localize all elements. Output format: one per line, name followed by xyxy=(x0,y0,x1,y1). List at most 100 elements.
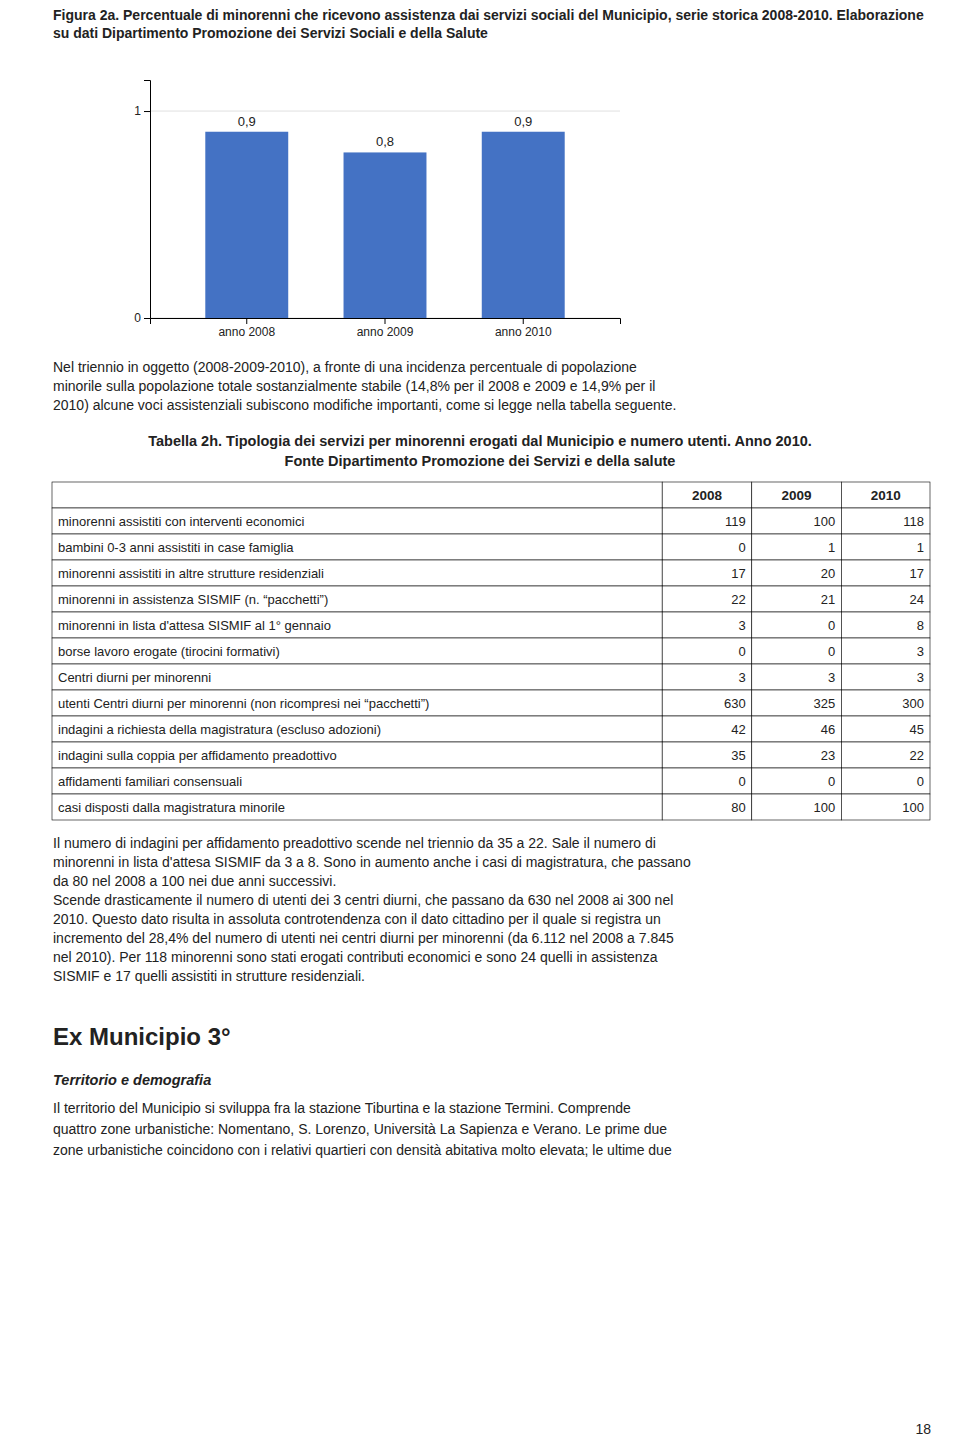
table-text: 325 xyxy=(814,696,836,711)
section-title: Ex Municipio 3° xyxy=(53,1023,231,1050)
paragraph-line: 2010. Questo dato risulta in assoluta co… xyxy=(53,911,661,927)
table: 200820092010minorenni assistiti con inte… xyxy=(52,482,930,820)
table-text: 3 xyxy=(739,618,746,633)
table-text: minorenni in lista d'attesa SISMIF al 1°… xyxy=(58,618,331,633)
bar xyxy=(205,132,288,318)
table-cell xyxy=(752,690,842,716)
y-tick: 0 xyxy=(134,311,150,325)
x-tick-mark xyxy=(385,318,386,324)
table-text: affidamenti familiari consensuali xyxy=(58,774,242,789)
y-tick-label: 1 xyxy=(134,104,141,118)
chart-title-line: Figura 2a. Percentuale di minorenni che … xyxy=(53,7,924,23)
paragraph: Nel triennio in oggetto (2008-2009-2010)… xyxy=(53,359,676,413)
table-text: 20 xyxy=(821,566,835,581)
table-cell xyxy=(841,768,930,794)
table-text: bambini 0-3 anni assistiti in case famig… xyxy=(58,540,294,555)
table-cell xyxy=(841,690,930,716)
table-text: casi disposti dalla magistratura minoril… xyxy=(58,800,285,815)
table-cell xyxy=(662,638,752,664)
table-text: 46 xyxy=(821,722,835,737)
bar xyxy=(344,152,427,318)
table-cell xyxy=(752,768,842,794)
subsection-title: Territorio e demografia xyxy=(53,1072,211,1088)
table-cell xyxy=(752,742,842,768)
table-cell xyxy=(662,768,752,794)
table-cell xyxy=(662,508,752,534)
table-cell xyxy=(662,794,752,820)
chart-title: Figura 2a. Percentuale di minorenni che … xyxy=(53,7,924,41)
x-tick-mark xyxy=(523,318,524,324)
y-axis-line xyxy=(144,81,151,319)
x-tick-mark xyxy=(246,318,247,324)
paragraph: Il territorio del Municipio si sviluppa … xyxy=(53,1100,672,1158)
table-cell xyxy=(841,586,930,612)
table-text: 3 xyxy=(917,644,924,659)
paragraph-line: incremento del 28,4% del numero di utent… xyxy=(53,930,674,946)
paragraph-line: Il numero di indagini per affidamento pr… xyxy=(53,835,656,851)
table-text: 24 xyxy=(910,592,924,607)
table-title-line: Tabella 2h. Tipologia dei servizi per mi… xyxy=(148,433,812,449)
table-cell xyxy=(841,716,930,742)
table-cell xyxy=(52,794,662,820)
table-text: 300 xyxy=(902,696,924,711)
table-cell xyxy=(841,794,930,820)
paragraph-line: minorenni in lista d'attesa SISMIF da 3 … xyxy=(53,854,691,870)
grid xyxy=(150,111,620,318)
table-text: 0 xyxy=(739,540,746,555)
table-text: 100 xyxy=(814,514,836,529)
grid-line xyxy=(150,111,620,112)
table-text: 630 xyxy=(724,696,746,711)
table-cell xyxy=(752,664,842,690)
table-text: indagini sulla coppia per affidamento pr… xyxy=(58,748,337,763)
table-cell xyxy=(752,612,842,638)
paragraph-line: zone urbanistiche coincidono con i relat… xyxy=(53,1142,672,1158)
y-tick-label: 0 xyxy=(134,311,141,325)
table-cell xyxy=(52,768,662,794)
table-cell xyxy=(662,742,752,768)
table-cell xyxy=(752,482,842,508)
y-tick: 1 xyxy=(134,104,150,118)
table-text: 0 xyxy=(739,644,746,659)
table-cell xyxy=(841,612,930,638)
chart: 0,90,80,9anno 2008anno 2009anno 201001 xyxy=(134,81,620,339)
table-text: 3 xyxy=(828,670,835,685)
paragraph-line: Il territorio del Municipio si sviluppa … xyxy=(53,1100,631,1116)
x-tick: anno 2010 xyxy=(495,318,552,339)
x-tick-label: anno 2010 xyxy=(495,325,552,339)
table-cell xyxy=(52,664,662,690)
x-tick-label: anno 2008 xyxy=(218,325,275,339)
table-text: minorenni in assistenza SISMIF (n. “pacc… xyxy=(58,592,328,607)
data-label: 0,9 xyxy=(514,114,532,129)
x-axis-line xyxy=(151,319,621,325)
table-text: 0 xyxy=(828,774,835,789)
table-cell xyxy=(841,638,930,664)
table-cell xyxy=(662,664,752,690)
table-text: 1 xyxy=(917,540,924,555)
table-text: 80 xyxy=(731,800,745,815)
table-cell xyxy=(52,690,662,716)
bars xyxy=(205,132,564,318)
table-header: 2010 xyxy=(871,488,901,503)
y-tick-mark xyxy=(144,318,150,319)
paragraph-line: Nel triennio in oggetto (2008-2009-2010)… xyxy=(53,359,637,375)
table-cell xyxy=(752,586,842,612)
table-text: 22 xyxy=(731,592,745,607)
table-cell xyxy=(52,638,662,664)
table-text: utenti Centri diurni per minorenni (non … xyxy=(58,696,429,711)
table-cell xyxy=(752,560,842,586)
table-text: 3 xyxy=(739,670,746,685)
table-cell xyxy=(752,716,842,742)
table-cell xyxy=(662,560,752,586)
table-text: 0 xyxy=(828,644,835,659)
paragraph-line: SISMIF e 17 quelli assistiti in struttur… xyxy=(53,968,365,984)
paragraph-line: da 80 nel 2008 a 100 nei due anni succes… xyxy=(53,873,336,889)
data-label: 0,8 xyxy=(376,134,394,149)
table-text: 35 xyxy=(731,748,745,763)
table-cell xyxy=(841,508,930,534)
bar xyxy=(482,132,565,318)
table-header: 2009 xyxy=(782,488,812,503)
x-tick: anno 2009 xyxy=(357,318,414,339)
table-cell xyxy=(662,586,752,612)
table-text: 119 xyxy=(725,514,746,529)
data-labels: 0,90,80,9 xyxy=(238,114,533,150)
